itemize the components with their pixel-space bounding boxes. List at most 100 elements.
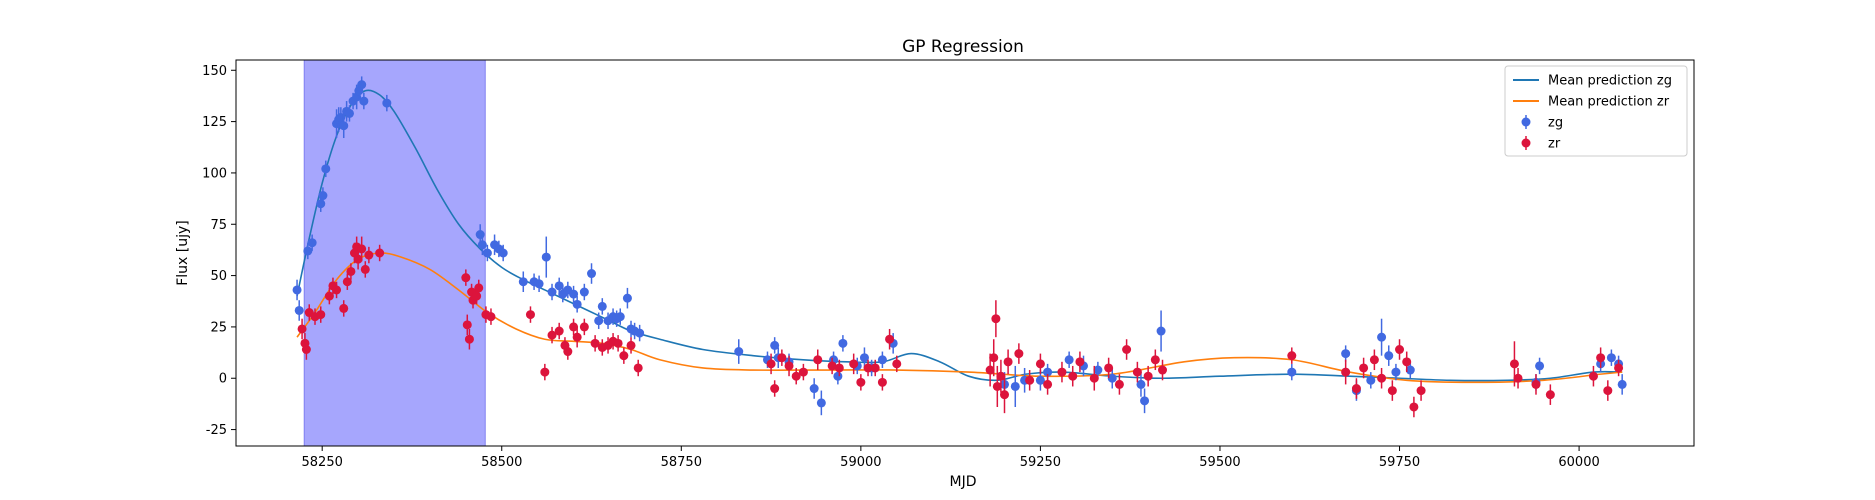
- data-point-zr: [364, 246, 374, 264]
- data-point-zr: [1114, 374, 1124, 395]
- data-point-zr: [579, 318, 589, 336]
- data-point-zr: [297, 318, 307, 340]
- data-point-zr: [360, 261, 370, 278]
- data-point-zr: [1409, 396, 1419, 418]
- mean-line-zg: [296, 89, 1623, 382]
- x-tick-label: 60000: [1558, 455, 1599, 470]
- data-point-zr: [1158, 359, 1168, 381]
- data-point-zr: [474, 279, 484, 297]
- data-point-zr: [332, 281, 342, 299]
- data-point-zg: [1384, 345, 1394, 366]
- data-point-zg: [518, 271, 528, 293]
- data-point-zg: [770, 337, 780, 354]
- data-point-zr: [563, 343, 573, 360]
- data-point-zg: [587, 263, 597, 284]
- data-point-zr: [1035, 353, 1045, 375]
- data-point-zr: [856, 374, 866, 391]
- data-point-zg: [339, 113, 349, 139]
- data-point-zr: [1132, 361, 1142, 383]
- data-point-zr: [1596, 347, 1606, 368]
- data-point-zr: [1341, 359, 1351, 385]
- data-point-zg: [622, 287, 632, 309]
- highlight-region: [303, 60, 486, 446]
- legend: Mean prediction zg Mean prediction zr zg zr: [1504, 65, 1688, 157]
- data-point-zr: [339, 300, 349, 317]
- data-point-zr: [1614, 359, 1624, 377]
- plot-frame: [235, 59, 1695, 447]
- data-point-zr: [991, 300, 1001, 338]
- data-point-zr: [1043, 374, 1053, 395]
- x-tick-label: 59250: [1020, 455, 1061, 470]
- svg-text:zr: zr: [1548, 137, 1561, 152]
- legend-entry: Mean prediction zr: [1513, 95, 1670, 110]
- data-point-zr: [1387, 380, 1397, 401]
- x-tick-label: 59750: [1379, 455, 1420, 470]
- data-point-zr: [1068, 365, 1078, 387]
- data-point-zr: [1359, 357, 1369, 379]
- data-point-zr: [554, 322, 564, 340]
- data-point-zr: [486, 308, 496, 325]
- data-point-zr: [1014, 343, 1024, 364]
- y-tick-label: 100: [202, 166, 227, 181]
- y-tick-label: 25: [210, 320, 227, 335]
- data-point-zr: [1395, 339, 1405, 360]
- data-point-zg: [816, 390, 826, 416]
- data-point-zg: [1377, 318, 1387, 356]
- data-point-zr: [1416, 380, 1426, 401]
- y-axis-label: Flux [ujy]: [175, 220, 191, 286]
- data-point-zr: [770, 380, 780, 397]
- data-point-zg: [1093, 361, 1103, 379]
- data-point-zr: [1003, 349, 1013, 375]
- svg-text:Mean prediction zr: Mean prediction zr: [1548, 95, 1670, 110]
- svg-text:Mean prediction zg: Mean prediction zg: [1548, 74, 1672, 89]
- data-point-zr: [827, 357, 837, 375]
- data-point-zr: [892, 355, 902, 373]
- data-point-zg: [547, 283, 557, 301]
- data-point-zg: [318, 187, 328, 204]
- data-point-zr: [613, 335, 623, 352]
- data-point-zr: [849, 353, 859, 375]
- data-point-zg: [1010, 365, 1020, 407]
- data-point-zr: [885, 328, 895, 350]
- data-point-zg: [1366, 372, 1376, 389]
- data-point-zr: [1150, 349, 1160, 371]
- data-point-zg: [1287, 363, 1297, 381]
- legend-entry: zg: [1521, 115, 1563, 131]
- data-point-zg: [1405, 361, 1415, 379]
- data-point-zr: [1000, 376, 1010, 414]
- data-point-zg: [594, 312, 604, 329]
- data-point-zr: [863, 359, 873, 377]
- data-point-zr: [996, 359, 1006, 393]
- data-point-zr: [569, 318, 579, 336]
- data-point-zr: [791, 367, 801, 385]
- x-axis: 58250 58500 58750 59000 59250 59500 59750 60000: [302, 446, 1600, 470]
- data-point-zr: [1377, 367, 1387, 389]
- data-point-zr: [461, 269, 471, 286]
- data-point-zg: [554, 277, 564, 295]
- data-point-zr: [547, 326, 557, 344]
- data-point-zr: [342, 273, 352, 290]
- data-point-zg: [541, 236, 551, 278]
- data-point-zr: [1057, 361, 1067, 383]
- data-point-zg: [1535, 357, 1545, 375]
- data-point-zr: [626, 337, 636, 354]
- data-point-zr: [316, 306, 326, 323]
- data-point-zr: [1287, 347, 1297, 364]
- data-point-zr: [1545, 384, 1555, 405]
- chart-title: GP Regression: [902, 37, 1024, 57]
- data-point-zr: [784, 355, 794, 377]
- data-point-zg: [579, 283, 589, 301]
- data-point-zr: [1603, 380, 1613, 401]
- data-point-zr: [1351, 378, 1361, 399]
- data-point-zg: [1140, 388, 1150, 414]
- mean-line-zr: [296, 252, 1623, 384]
- data-point-zr: [798, 363, 808, 381]
- data-point-zg: [1107, 367, 1117, 389]
- data-point-zg: [482, 244, 492, 262]
- data-point-zr: [525, 306, 535, 323]
- data-point-zr: [1025, 370, 1035, 391]
- data-point-zr: [1402, 351, 1412, 373]
- svg-text:zg: zg: [1548, 116, 1563, 131]
- data-point-zr: [1369, 349, 1379, 371]
- data-point-zr: [1588, 365, 1598, 387]
